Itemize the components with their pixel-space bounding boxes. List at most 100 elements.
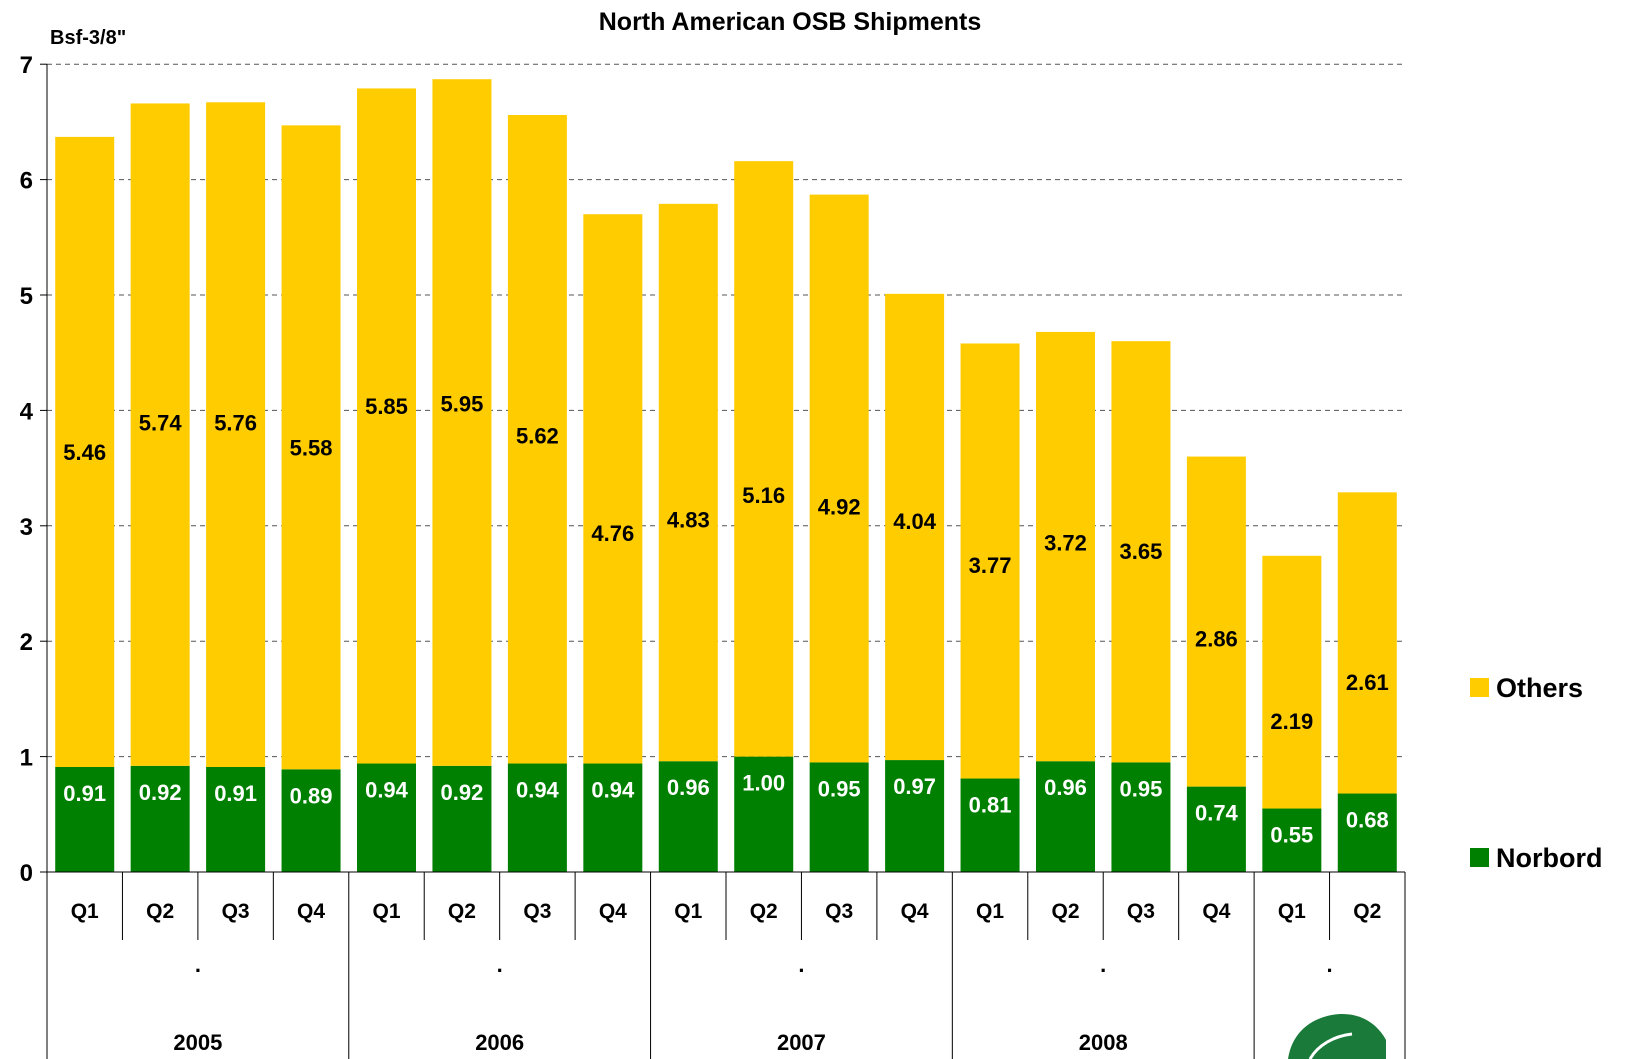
bar-label-norbord: 0.94 xyxy=(591,778,635,803)
x-tick-label: Q2 xyxy=(146,900,174,923)
x-tick-label: Q2 xyxy=(448,900,476,923)
bar-norbord xyxy=(1262,808,1322,872)
bar-label-others: 5.46 xyxy=(63,440,106,465)
year-group-marker: . xyxy=(1100,952,1106,977)
bars xyxy=(55,79,1397,872)
bar-others xyxy=(432,79,492,766)
y-tick-label: 6 xyxy=(20,168,33,195)
y-tick-label: 4 xyxy=(20,398,34,425)
bar-norbord xyxy=(809,762,869,872)
bar-label-others: 5.62 xyxy=(516,423,559,448)
bar-label-others: 4.83 xyxy=(667,508,710,533)
bar-label-others: 4.04 xyxy=(893,509,937,534)
bar-norbord xyxy=(1337,793,1397,872)
year-group-marker: . xyxy=(798,952,804,977)
bar-label-others: 5.95 xyxy=(441,392,484,417)
bar-label-others: 2.19 xyxy=(1270,709,1313,734)
bar-label-others: 2.61 xyxy=(1346,670,1389,695)
y-tick-label: 1 xyxy=(20,745,33,772)
bar-others xyxy=(206,102,266,767)
bar-label-norbord: 1.00 xyxy=(742,771,785,796)
bar-label-others: 4.76 xyxy=(591,521,634,546)
bar-label-others: 5.16 xyxy=(742,483,785,508)
bar-norbord xyxy=(55,766,115,872)
bar-label-norbord: 0.96 xyxy=(667,775,710,800)
bar-label-norbord: 0.94 xyxy=(365,778,409,803)
bar-label-others: 3.72 xyxy=(1044,531,1087,556)
y-tick-label: 5 xyxy=(20,283,33,310)
bar-norbord xyxy=(885,760,945,872)
bar-others xyxy=(1262,555,1322,809)
bar-label-norbord: 0.95 xyxy=(818,776,861,801)
bar-others xyxy=(1186,456,1246,787)
bar-label-others: 3.77 xyxy=(969,553,1012,578)
year-group-marker: . xyxy=(1326,952,1332,977)
x-tick-label: Q4 xyxy=(901,900,929,923)
bar-labels: 0.91 5.46 0.92 5.74 0.91 5.76 0.89 5.58 0.94 5.85… xyxy=(63,392,1388,848)
bar-label-norbord: 0.74 xyxy=(1195,801,1239,826)
bar-norbord xyxy=(1111,762,1171,872)
bar-label-norbord: 0.68 xyxy=(1346,808,1389,833)
legend-swatch xyxy=(1470,848,1489,867)
bar-others xyxy=(885,293,945,761)
bar-label-norbord: 0.89 xyxy=(290,783,333,808)
bar-label-norbord: 0.92 xyxy=(441,780,484,805)
bar-others xyxy=(507,114,567,764)
y-tick-label: 2 xyxy=(20,629,33,656)
year-group-label: 2007 xyxy=(777,1030,826,1055)
bar-label-others: 3.65 xyxy=(1120,539,1163,564)
bar-label-others: 2.86 xyxy=(1195,627,1238,652)
bar-label-others: 4.92 xyxy=(818,494,861,519)
year-group-marker: . xyxy=(195,952,201,977)
legend-label: Norbord xyxy=(1496,843,1602,873)
x-tick-label: Q2 xyxy=(1353,900,1381,923)
year-group-label: 2006 xyxy=(475,1030,524,1055)
x-tick-label: Q1 xyxy=(372,900,400,923)
bar-norbord xyxy=(1186,786,1246,872)
bar-label-norbord: 0.95 xyxy=(1120,776,1163,801)
bar-others xyxy=(281,125,341,770)
bar-others xyxy=(130,103,190,766)
bar-norbord xyxy=(583,763,643,872)
bar-label-norbord: 0.91 xyxy=(214,781,257,806)
x-tick-label: Q2 xyxy=(1051,900,1079,923)
bar-others xyxy=(1036,331,1095,762)
green-leaf-logo xyxy=(1288,1013,1386,1059)
bar-norbord xyxy=(432,765,492,872)
bar-label-norbord: 0.97 xyxy=(893,774,936,799)
bar-others xyxy=(960,343,1020,779)
x-tick-label: Q3 xyxy=(825,900,853,923)
bar-label-norbord: 0.91 xyxy=(63,781,106,806)
bar-label-others: 5.58 xyxy=(290,435,333,460)
bar-label-norbord: 0.96 xyxy=(1044,775,1087,800)
x-tick-label: Q1 xyxy=(674,900,702,923)
bar-others xyxy=(809,194,869,763)
bar-label-others: 5.76 xyxy=(214,411,257,436)
bar-others xyxy=(357,88,416,764)
x-tick-label: Q3 xyxy=(523,900,551,923)
grid-lines xyxy=(47,63,1405,758)
y-axis-ticks: 0 1 2 3 4 5 6 7 xyxy=(20,52,48,887)
bar-label-norbord: 0.92 xyxy=(139,780,182,805)
bar-others xyxy=(658,203,718,762)
bar-norbord xyxy=(734,756,794,872)
y-tick-label: 0 xyxy=(20,860,33,887)
year-group-marker: . xyxy=(497,952,503,977)
bar-norbord xyxy=(357,763,416,872)
bar-others xyxy=(734,161,794,757)
legend-label: Others xyxy=(1496,673,1583,703)
x-tick-label: Q3 xyxy=(222,900,250,923)
y-tick-label: 7 xyxy=(20,52,33,79)
x-tick-label: Q1 xyxy=(976,900,1004,923)
bar-norbord xyxy=(206,766,266,872)
bar-label-norbord: 0.55 xyxy=(1270,823,1313,848)
bar-norbord xyxy=(507,763,567,872)
bar-label-norbord: 0.81 xyxy=(969,793,1012,818)
bar-norbord xyxy=(1036,761,1095,872)
bar-label-norbord: 0.94 xyxy=(516,778,560,803)
x-tick-label: Q4 xyxy=(1202,900,1230,923)
year-group-label: 2005 xyxy=(173,1030,222,1055)
bar-others xyxy=(55,136,115,767)
x-axis: Q1 Q2 Q3 Q4 Q1 Q2 Q3 Q4 Q1 Q2 Q3 Q4 Q1 Q2 Q3 Q4 Q1 Q2. 200… xyxy=(46,871,1406,1059)
